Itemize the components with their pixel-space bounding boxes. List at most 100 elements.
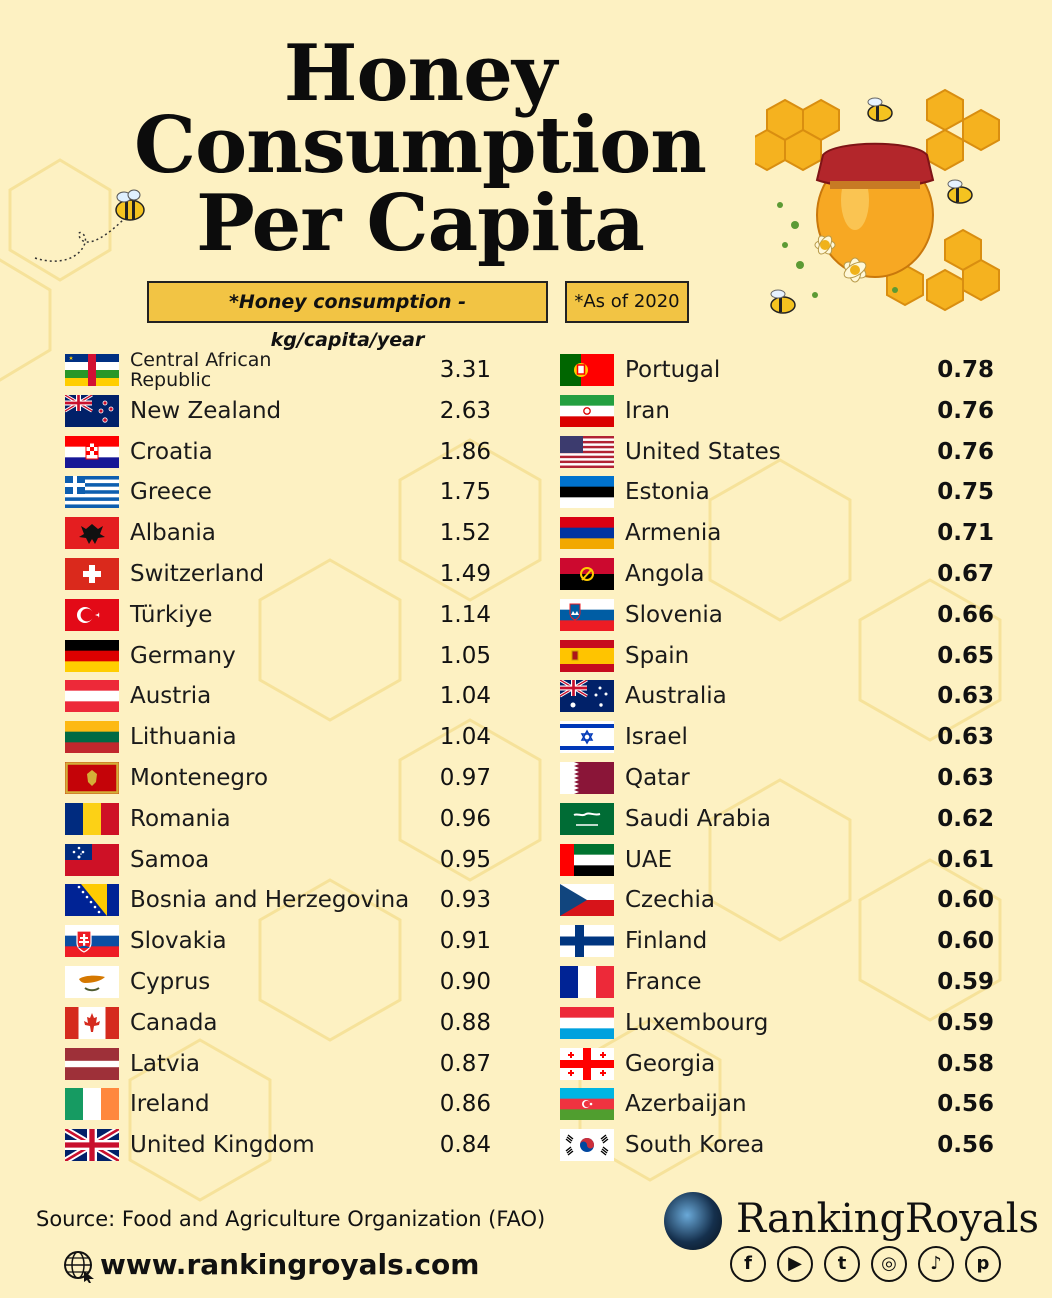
year-note: *As of 2020 [565, 281, 689, 323]
country-row: Slovenia 0.66 [560, 595, 1000, 635]
country-name: United States [625, 438, 781, 465]
united-kingdom-flag-icon [65, 1129, 119, 1162]
consumption-value: 0.67 [937, 561, 994, 587]
country-row: Portugal 0.78 [560, 350, 1000, 390]
country-name: Slovakia [130, 928, 227, 955]
country-name: Greece [130, 479, 212, 506]
romania-flag-icon [65, 802, 119, 835]
angola-flag-icon [560, 558, 614, 590]
country-name: Türkiye [130, 601, 213, 628]
consumption-value: 3.31 [439, 357, 491, 383]
country-name: UAE [625, 846, 673, 873]
consumption-value: 0.97 [439, 765, 491, 791]
country-row: Cyprus 0.90 [65, 962, 495, 1002]
consumption-value: 1.86 [439, 438, 491, 465]
country-row: New Zealand 2.63 [65, 391, 495, 431]
country-row: Georgia 0.58 [560, 1044, 1000, 1084]
country-name: Latvia [130, 1050, 201, 1077]
consumption-value: 0.58 [937, 1050, 994, 1077]
montenegro-flag-icon [65, 762, 119, 794]
consumption-value: 0.56 [937, 1132, 994, 1159]
new-zealand-flag-icon [65, 394, 119, 427]
turkiye-flag-icon [65, 598, 119, 631]
country-name: Canada [130, 1009, 218, 1036]
samoa-flag-icon [65, 843, 119, 876]
consumption-value: 0.62 [937, 805, 994, 832]
country-name: Israel [625, 724, 688, 751]
country-row: Angola 0.67 [560, 554, 1000, 594]
country-name: Saudi Arabia [625, 805, 771, 832]
country-name: Cyprus [130, 969, 211, 995]
country-name: Finland [625, 928, 708, 955]
consumption-value: 0.93 [439, 887, 491, 914]
country-row: Türkiye 1.14 [65, 595, 495, 635]
website-url[interactable]: www.rankingroyals.com [100, 1248, 480, 1281]
brand-globe-icon [664, 1192, 722, 1250]
country-row: United States 0.76 [560, 432, 1000, 472]
country-row: Croatia 1.86 [65, 432, 495, 472]
consumption-value: 0.56 [937, 1091, 994, 1118]
country-name: Qatar [625, 765, 690, 791]
country-row: Australia 0.63 [560, 676, 1000, 716]
country-row: Bosnia and Herzegovina 0.93 [65, 880, 495, 920]
consumption-value: 0.59 [937, 969, 994, 995]
twitter-icon[interactable]: t [824, 1246, 860, 1282]
country-row: Iran 0.76 [560, 391, 1000, 431]
brand-name: RankingRoyals [736, 1196, 1040, 1242]
consumption-value: 1.75 [439, 479, 491, 506]
honey-jar-illustration [755, 88, 1000, 314]
youtube-icon[interactable]: ▶ [777, 1246, 813, 1282]
latvia-flag-icon [65, 1047, 119, 1080]
country-row: Qatar 0.63 [560, 758, 1000, 798]
source-text: Source: Food and Agriculture Organizatio… [36, 1207, 546, 1231]
consumption-value: 1.04 [439, 724, 491, 751]
country-name: Angola [625, 561, 705, 587]
consumption-value: 1.14 [439, 601, 491, 628]
country-name: South Korea [625, 1132, 765, 1159]
germany-flag-icon [65, 639, 119, 672]
saudi-arabia-flag-icon [560, 802, 614, 835]
consumption-value: 0.63 [937, 724, 994, 751]
portugal-flag-icon [560, 354, 614, 386]
georgia-flag-icon [560, 1047, 614, 1080]
country-name: Montenegro [130, 765, 269, 791]
canada-flag-icon [65, 1006, 119, 1039]
consumption-value: 0.66 [937, 601, 994, 628]
country-name: Iran [625, 397, 670, 424]
country-name: Ireland [130, 1091, 210, 1118]
country-name: Czechia [625, 887, 715, 914]
france-flag-icon [560, 966, 614, 998]
lithuania-flag-icon [65, 721, 119, 754]
consumption-value: 0.96 [439, 805, 491, 832]
instagram-icon[interactable]: ◎ [871, 1246, 907, 1282]
australia-flag-icon [560, 680, 614, 713]
country-row: Estonia 0.75 [560, 472, 1000, 512]
finland-flag-icon [560, 925, 614, 958]
consumption-value: 0.88 [439, 1009, 491, 1036]
bee-icon [34, 189, 145, 262]
ireland-flag-icon [65, 1088, 119, 1121]
country-name: Azerbaijan [625, 1091, 747, 1118]
country-row: Ireland 0.86 [65, 1084, 495, 1124]
consumption-value: 0.86 [439, 1091, 491, 1118]
consumption-value: 0.63 [937, 765, 994, 791]
luxembourg-flag-icon [560, 1006, 614, 1039]
country-row: Azerbaijan 0.56 [560, 1084, 1000, 1124]
greece-flag-icon [65, 476, 119, 509]
country-row: France 0.59 [560, 962, 1000, 1002]
cyprus-flag-icon [65, 966, 119, 998]
facebook-icon[interactable]: f [730, 1246, 766, 1282]
country-row: Slovakia 0.91 [65, 921, 495, 961]
pinterest-icon[interactable]: p [965, 1246, 1001, 1282]
country-row: Saudi Arabia 0.62 [560, 799, 1000, 839]
tiktok-icon[interactable]: ♪ [918, 1246, 954, 1282]
consumption-value: 1.05 [439, 642, 491, 669]
brand-logo: RankingRoyals [664, 1192, 1039, 1252]
consumption-value: 0.65 [937, 642, 994, 669]
bosnia-and-herzegovina-flag-icon [65, 884, 119, 917]
country-row: Austria 1.04 [65, 676, 495, 716]
consumption-value: 0.87 [439, 1050, 491, 1077]
country-name: France [625, 969, 702, 995]
country-name: United Kingdom [130, 1132, 315, 1159]
consumption-value: 0.63 [937, 683, 994, 710]
